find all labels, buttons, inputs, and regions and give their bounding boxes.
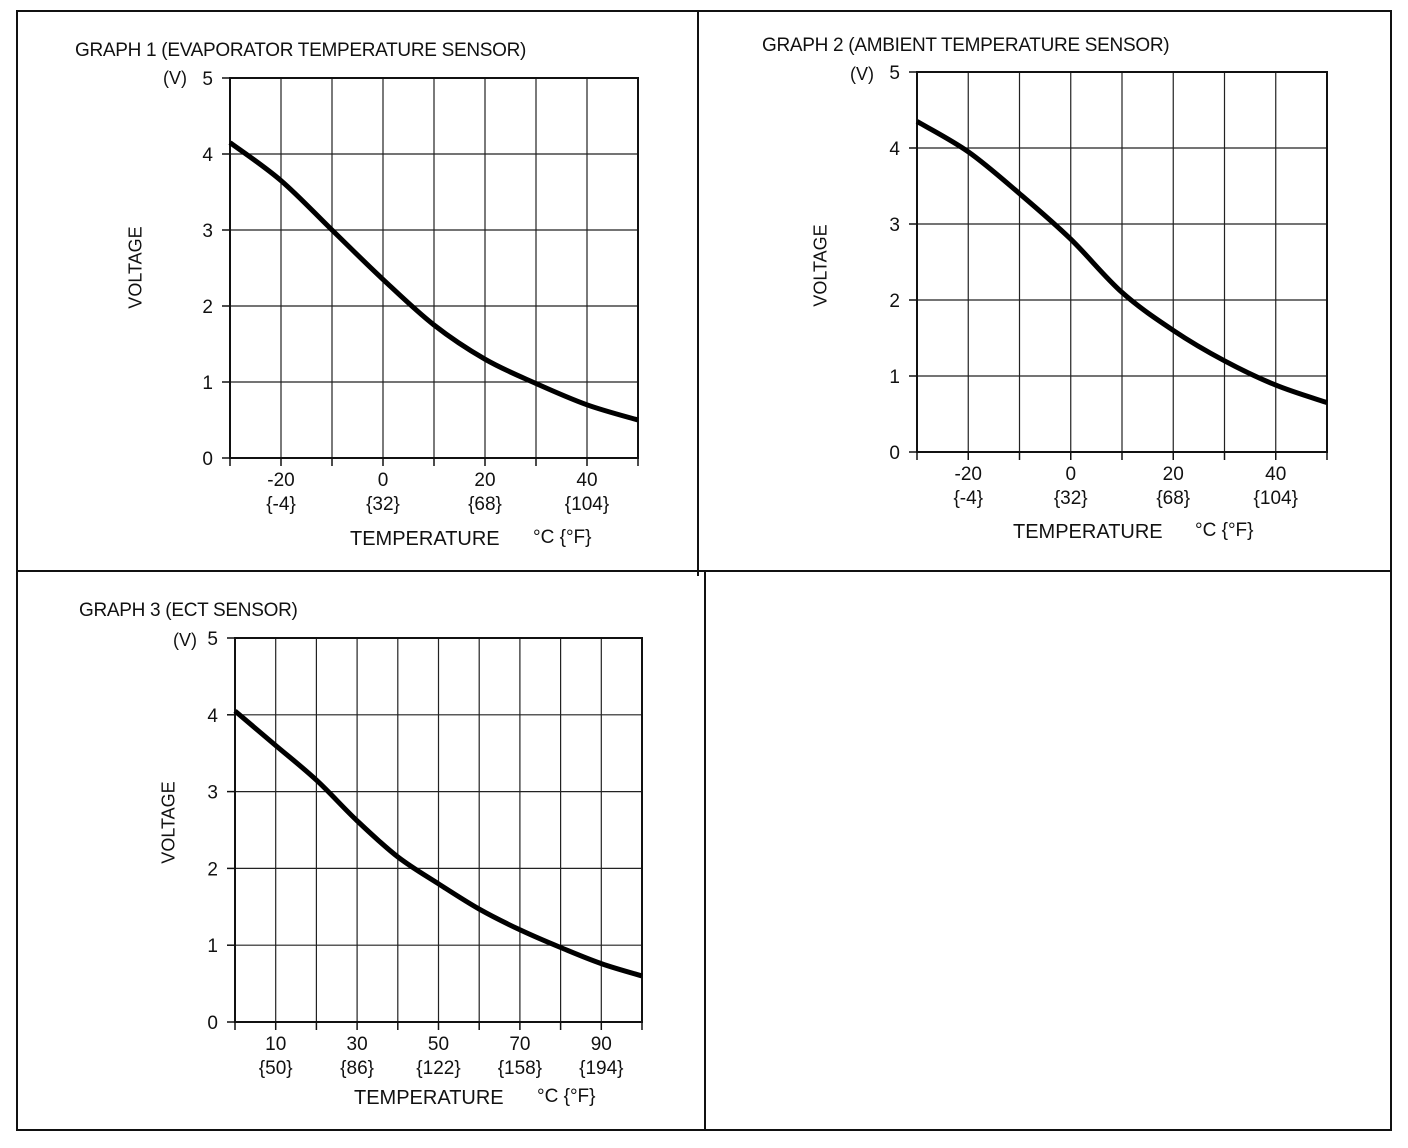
y-tick-label: 3: [207, 783, 218, 804]
x-axis-label: TEMPERATURE: [1013, 521, 1163, 543]
x-tick-label-fahrenheit: {-4}: [953, 488, 983, 509]
y-tick-label: 5: [207, 629, 218, 650]
y-tick-label: 0: [207, 1013, 218, 1034]
y-tick-label: 5: [202, 69, 213, 90]
y-tick-label: 0: [889, 443, 900, 464]
x-tick-label-fahrenheit: {-4}: [266, 494, 296, 515]
y-unit-label: (V): [163, 68, 187, 88]
y-tick-label: 1: [202, 373, 213, 394]
panel-divider-horizontal: [16, 570, 1392, 572]
y-tick-label: 3: [202, 221, 213, 242]
x-tick-label-celsius: 20: [1163, 464, 1184, 485]
x-tick-label-celsius: 30: [347, 1034, 368, 1055]
x-tick-label-celsius: 40: [1265, 464, 1286, 485]
panel-divider-vertical-bottom: [704, 570, 706, 1131]
y-tick-label: 2: [202, 297, 213, 318]
x-tick-label-fahrenheit: {122}: [416, 1058, 460, 1079]
y-tick-label: 4: [202, 145, 213, 166]
x-tick-label-celsius: 0: [378, 470, 389, 491]
x-unit-label: °C {°F}: [533, 527, 592, 548]
x-tick-label-fahrenheit: {32}: [1054, 488, 1088, 509]
y-tick-label: 2: [889, 291, 900, 312]
y-tick-label: 1: [889, 367, 900, 388]
y-tick-label: 4: [207, 706, 218, 727]
y-tick-label: 5: [889, 63, 900, 84]
x-tick-label-fahrenheit: {32}: [366, 494, 400, 515]
x-tick-label-celsius: 70: [509, 1034, 530, 1055]
y-unit-label: (V): [173, 630, 197, 650]
x-axis-label: TEMPERATURE: [350, 528, 500, 550]
x-unit-label: °C {°F}: [537, 1086, 596, 1107]
x-tick-label-fahrenheit: {68}: [468, 494, 502, 515]
x-tick-label-celsius: 20: [474, 470, 495, 491]
panel-divider-vertical-top: [697, 10, 699, 576]
x-tick-label-celsius: 0: [1065, 464, 1076, 485]
y-tick-label: 4: [889, 139, 900, 160]
x-tick-label-fahrenheit: {68}: [1156, 488, 1190, 509]
x-tick-label-fahrenheit: {194}: [579, 1058, 623, 1079]
x-tick-label-celsius: -20: [267, 470, 294, 491]
voltage-curve: [228, 140, 639, 423]
voltage-curve: [233, 709, 643, 979]
graph-title: GRAPH 1 (EVAPORATOR TEMPERATURE SENSOR): [75, 40, 527, 61]
x-tick-label-fahrenheit: {86}: [340, 1058, 374, 1079]
x-tick-label-celsius: 10: [265, 1034, 286, 1055]
y-tick-label: 3: [889, 215, 900, 236]
x-tick-label-fahrenheit: {158}: [498, 1058, 542, 1079]
x-tick-label-fahrenheit: {104}: [565, 494, 609, 515]
graph-title: GRAPH 2 (AMBIENT TEMPERATURE SENSOR): [762, 35, 1170, 56]
y-unit-label: (V): [850, 64, 874, 84]
y-tick-label: 0: [202, 449, 213, 470]
y-tick-label: 2: [207, 859, 218, 880]
x-tick-label-celsius: 40: [576, 470, 597, 491]
x-tick-label-celsius: -20: [955, 464, 982, 485]
x-tick-label-fahrenheit: {50}: [259, 1058, 293, 1079]
x-unit-label: °C {°F}: [1195, 520, 1254, 541]
x-tick-label-fahrenheit: {104}: [1254, 488, 1298, 509]
x-axis-label: TEMPERATURE: [354, 1087, 504, 1109]
x-tick-label-celsius: 90: [591, 1034, 612, 1055]
voltage-curve: [915, 119, 1328, 405]
x-tick-label-celsius: 50: [428, 1034, 449, 1055]
y-tick-label: 1: [207, 936, 218, 957]
graph-title: GRAPH 3 (ECT SENSOR): [79, 600, 298, 621]
